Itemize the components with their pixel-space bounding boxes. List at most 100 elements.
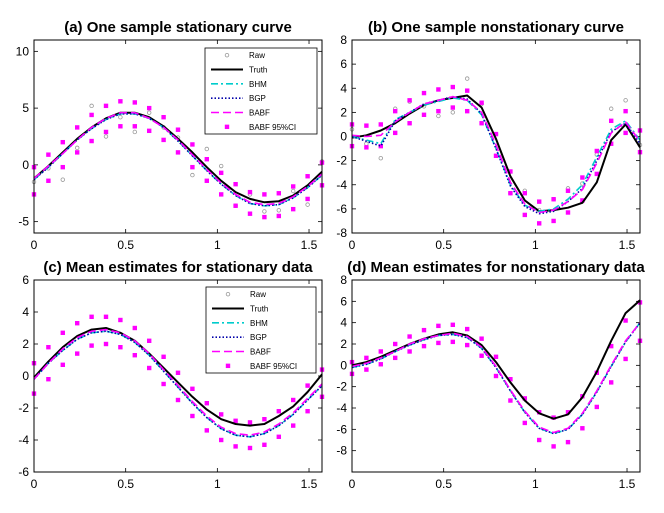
ci-point [233,181,238,187]
ci-point [247,211,253,216]
ci-point [493,131,499,137]
legend-label: BABF [250,348,271,357]
ci-point [118,317,123,323]
ci-point [132,325,138,331]
ci-point [118,345,123,350]
x-tick-label: 0 [349,477,356,491]
legend-label: BABF [249,109,270,118]
raw-point [623,98,628,103]
raw-point [132,129,138,135]
ci-point [262,214,267,220]
ci-point [608,118,614,124]
raw-point [262,209,267,214]
ci-point [305,174,310,179]
ci-point [421,90,427,96]
ci-point [536,437,542,443]
y-tick-label: 8 [340,273,347,287]
ci-point [436,323,441,329]
ci-point [436,108,441,114]
ci-point [378,362,383,367]
ci-point [190,413,195,419]
ci-point [392,355,398,361]
ci-point [60,139,65,145]
x-tick-label: 1.5 [619,238,636,252]
raw-point [305,202,310,207]
ci-point [608,141,614,146]
ci-point [608,380,614,385]
ci-point [89,138,94,144]
y-tick-label: 6 [340,294,347,308]
babf-line [33,328,323,436]
ci-point [190,386,195,391]
ci-point [421,327,427,333]
ci-point [364,123,369,128]
raw-point [60,177,65,182]
ci-point [364,367,369,372]
ci-point [450,84,456,90]
raw-point [146,110,152,115]
ci-point [89,343,94,348]
y-tick-label: 0 [340,358,347,372]
y-tick-label: 4 [340,316,347,330]
legend-label: Raw [249,51,265,60]
ci-point [551,444,556,449]
ci-point [60,362,65,367]
x-tick-label: 1 [532,477,539,491]
ci-point [565,410,571,415]
panel-title: (d) Mean estimates for nonstationary dat… [347,259,645,276]
bgp-line [33,330,323,438]
ci-point [118,99,123,104]
raw-point [364,141,369,146]
babf-line [351,322,641,434]
ci-point [276,434,282,439]
ci-point [103,103,109,109]
axes-box [33,39,323,234]
ci-point [118,124,123,129]
x-tick-label: 1.5 [301,238,318,252]
panel-3: (c) Mean estimates for stationary data 0 0… [18,259,325,491]
ci-point [74,351,80,356]
ci-point [262,192,267,197]
raw-point [276,208,282,213]
axes-box [351,279,641,473]
ci-point [262,417,267,422]
ci-point [623,130,628,136]
ci-point [46,345,51,350]
ci-point [493,373,499,379]
ci-point [364,355,369,361]
legend-label: BGP [250,333,267,342]
panel-title: (a) One sample stationary curve [64,19,292,36]
ci-point [378,143,383,149]
ci-point [594,171,600,177]
ci-point [103,341,109,347]
ci-point [464,108,470,114]
ci-point [46,152,51,157]
ci-point [204,178,210,183]
ci-point [392,108,398,114]
ci-point [247,445,253,451]
ci-point [132,124,138,129]
x-tick-label: 1.5 [619,477,636,491]
ci-point [247,189,253,195]
ci-point [464,342,470,348]
raw-point [204,146,210,152]
ci-point [378,349,383,354]
ci-point [436,340,441,346]
ci-point [479,353,484,358]
ci-point [364,145,369,150]
raw-point [218,163,224,169]
ci-point [421,343,427,349]
y-tick-label: 2 [22,337,29,351]
x-tick-label: 1 [214,238,221,252]
raw-point [290,188,296,194]
ci-point [290,206,296,212]
x-tick-label: 1 [214,477,221,491]
ci-point [407,121,412,126]
ci-point [175,150,181,155]
ci-point [190,164,195,170]
ci-point [175,370,181,375]
ci-point [305,383,310,388]
truth-line [351,94,641,213]
x-tick-label: 0.5 [117,477,134,491]
ci-point [161,381,166,387]
